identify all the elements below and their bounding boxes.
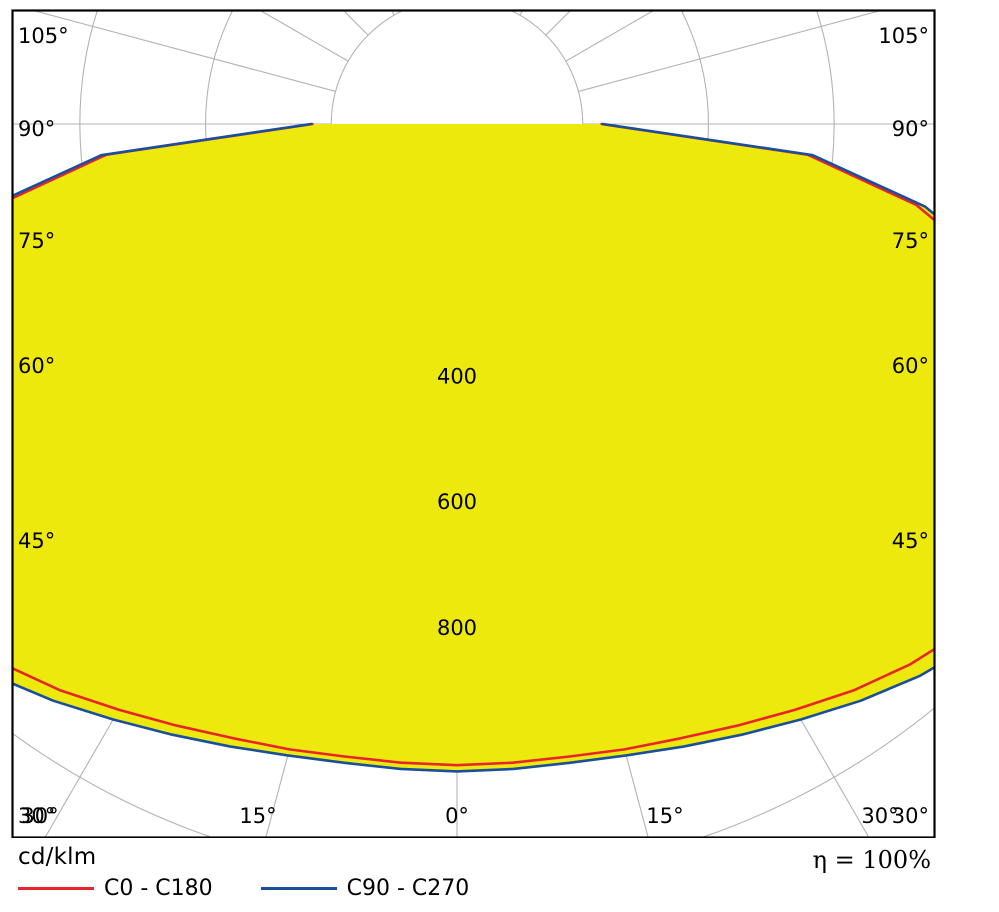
angle-label-right-75: 75°: [892, 229, 929, 253]
chart-legend-area: cd/klm η = 100% C0 - C180 C90 - C270: [0, 838, 999, 912]
legend-entries: C0 - C180 C90 - C270: [18, 876, 469, 901]
radial-tick-600: 600: [437, 490, 477, 514]
distribution-curves: [13, 122, 934, 773]
angle-label-right-30: 30°: [892, 804, 929, 828]
unit-label: cd/klm: [18, 844, 97, 870]
curve-c90-c270: [13, 122, 934, 773]
angle-tick-labels: 105°90°75°60°45°30°105°90°75°60°45°30°30…: [18, 24, 929, 828]
legend-item-c90-c270[interactable]: C90 - C270: [260, 876, 470, 901]
angle-label-right-60: 60°: [892, 354, 929, 378]
angle-label-right-45: 45°: [892, 529, 929, 553]
radial-tick-labels: 4006008001200: [437, 364, 477, 640]
angle-label-bottom-0: 30°: [21, 804, 58, 828]
angle-label-bottom-3: 15°: [646, 804, 683, 828]
angle-label-bottom-4: 30°: [861, 804, 898, 828]
angle-label-bottom-1: 15°: [239, 804, 276, 828]
plot-frame: [11, 9, 936, 838]
legend-swatch-c0-c180: [18, 887, 94, 890]
angle-label-left-105: 105°: [18, 24, 69, 48]
angle-label-left-90: 90°: [18, 117, 55, 141]
polar-plot-canvas: 4006008001200 105°90°75°60°45°30°105°90°…: [11, 9, 936, 838]
angle-label-left-75: 75°: [18, 229, 55, 253]
angle-label-left-45: 45°: [18, 529, 55, 553]
legend-item-c0-c180[interactable]: C0 - C180: [18, 876, 213, 901]
angle-label-right-90: 90°: [892, 117, 929, 141]
angle-label-left-30: 30°: [18, 804, 55, 828]
curve-c0-c180: [13, 122, 934, 767]
legend-label-c90-c270: C90 - C270: [346, 876, 470, 901]
angle-label-bottom-2: 0°: [445, 804, 469, 828]
angle-label-left-60: 60°: [18, 354, 55, 378]
radial-tick-400: 400: [437, 364, 477, 388]
radial-tick-800: 800: [437, 616, 477, 640]
legend-swatch-c90-c270: [260, 887, 337, 890]
legend-label-c0-c180: C0 - C180: [104, 876, 213, 901]
efficiency-label: η = 100%: [812, 846, 931, 874]
angle-label-right-105: 105°: [878, 24, 929, 48]
